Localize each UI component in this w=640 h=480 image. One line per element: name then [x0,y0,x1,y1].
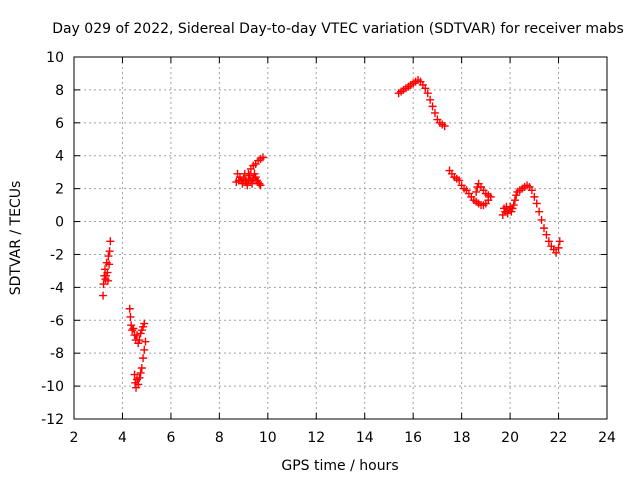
data-point [99,280,108,289]
data-point [130,370,139,379]
data-point [554,243,563,252]
x-tick-label: 8 [215,430,224,446]
data-point [126,312,135,321]
data-point [530,192,539,201]
chart-title: Day 029 of 2022, Sidereal Day-to-day VTE… [52,21,624,37]
x-tick-label: 22 [550,430,568,446]
data-point [141,337,150,346]
y-tick-label: -12 [41,412,64,428]
data-point [486,192,495,201]
data-point [532,199,541,208]
data-point [105,260,114,269]
data-points [99,76,564,392]
data-point [544,237,553,246]
data-point [426,95,435,104]
data-point [243,181,252,190]
x-axis-label: GPS time / hours [281,458,398,474]
y-tick-label: 6 [55,116,64,132]
data-point [509,201,518,210]
data-point [510,196,519,205]
data-point [537,215,546,224]
data-point [105,247,114,256]
data-point [255,179,264,188]
data-point [99,291,108,300]
y-tick-label: -4 [50,280,64,296]
y-tick-label: -2 [50,247,64,263]
data-point [104,252,113,261]
data-point [440,122,449,131]
grid [74,57,607,419]
data-point [428,102,437,111]
data-point [555,237,564,246]
data-point [128,326,137,335]
x-tick-label: 10 [259,430,277,446]
x-tick-label: 18 [453,430,471,446]
data-point [134,380,143,389]
data-point [527,186,536,195]
axis-ticks [73,56,608,420]
y-tick-label: 8 [55,83,64,99]
y-tick-labels: -12 -10 -8 -6 -4 -2 0 2 4 6 8 10 [41,50,64,428]
data-point [103,276,112,285]
data-point [135,373,144,382]
y-tick-label: -6 [50,313,64,329]
data-point [552,248,561,257]
data-point [136,368,145,377]
data-point [540,224,549,233]
data-point [135,336,144,345]
x-tick-label: 4 [118,430,127,446]
y-axis-label: SDTVAR / TECUs [8,181,24,296]
data-point [258,153,267,162]
data-point [103,268,112,277]
y-tick-label: -8 [50,346,64,362]
data-point [421,84,430,93]
data-point [430,108,439,117]
data-point [132,331,141,340]
y-tick-label: 4 [55,149,64,165]
data-point [125,304,134,313]
data-point [244,169,253,178]
data-point [423,89,432,98]
y-tick-label: 2 [55,182,64,198]
x-tick-label: 6 [166,430,175,446]
y-tick-label: 0 [55,215,64,231]
data-point [140,319,149,328]
y-tick-label: -10 [41,379,64,395]
plot-frame [73,56,608,420]
data-point [242,176,251,185]
y-tick-label: 10 [46,50,64,66]
x-tick-label: 24 [598,430,616,446]
data-point [106,237,115,246]
x-tick-labels: 2 4 6 8 10 12 14 16 18 20 22 24 [70,430,616,446]
data-point [535,207,544,216]
x-tick-label: 2 [70,430,79,446]
data-point [137,363,146,372]
data-point [129,324,138,333]
x-tick-label: 20 [501,430,519,446]
data-point [248,179,257,188]
data-point [542,230,551,239]
data-point [455,176,464,185]
data-point [139,354,148,363]
data-point [472,187,481,196]
data-point [256,181,265,190]
x-tick-label: 16 [404,430,422,446]
x-tick-label: 12 [307,430,325,446]
x-tick-label: 14 [356,430,374,446]
data-point [140,345,149,354]
